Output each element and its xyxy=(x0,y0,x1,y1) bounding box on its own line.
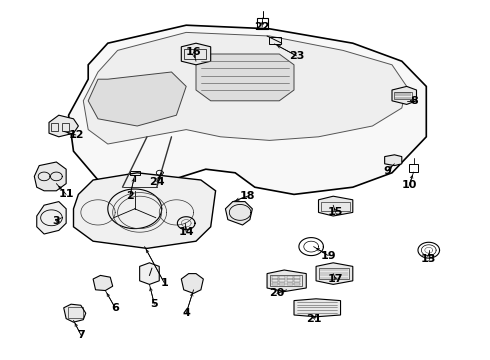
Bar xyxy=(51,123,58,131)
Bar xyxy=(319,268,349,279)
Bar xyxy=(394,92,412,99)
Polygon shape xyxy=(37,202,66,234)
Text: 10: 10 xyxy=(401,180,417,190)
Bar xyxy=(184,49,206,59)
Text: 16: 16 xyxy=(186,47,201,57)
Polygon shape xyxy=(69,25,426,194)
Bar xyxy=(68,307,83,318)
Text: 17: 17 xyxy=(328,274,343,284)
Text: 22: 22 xyxy=(254,22,270,32)
Bar xyxy=(294,276,300,279)
Bar xyxy=(279,283,285,285)
Bar xyxy=(269,37,281,44)
Bar xyxy=(294,283,300,285)
Text: 19: 19 xyxy=(320,251,336,261)
Polygon shape xyxy=(88,72,186,126)
Bar xyxy=(287,276,293,279)
Polygon shape xyxy=(196,54,294,101)
Text: 7: 7 xyxy=(77,330,85,340)
Bar xyxy=(272,279,278,282)
Polygon shape xyxy=(294,299,341,317)
Polygon shape xyxy=(181,274,203,293)
Text: 15: 15 xyxy=(328,207,343,217)
Text: 23: 23 xyxy=(289,51,304,61)
Text: 14: 14 xyxy=(178,227,194,237)
Text: 6: 6 xyxy=(111,303,119,313)
Bar xyxy=(409,164,418,172)
Bar xyxy=(270,275,302,286)
Polygon shape xyxy=(49,115,78,137)
Text: 12: 12 xyxy=(68,130,84,140)
Bar xyxy=(294,279,300,282)
Bar xyxy=(62,123,69,131)
Polygon shape xyxy=(267,270,306,292)
Text: 24: 24 xyxy=(149,177,165,187)
Bar xyxy=(272,276,278,279)
Polygon shape xyxy=(181,43,211,65)
Polygon shape xyxy=(318,196,353,216)
Text: 11: 11 xyxy=(58,189,74,199)
Polygon shape xyxy=(93,275,113,291)
Polygon shape xyxy=(225,202,252,225)
Bar xyxy=(287,283,293,285)
Polygon shape xyxy=(64,304,86,322)
Text: 1: 1 xyxy=(160,278,168,288)
Text: 8: 8 xyxy=(410,96,418,106)
Text: 9: 9 xyxy=(383,166,391,176)
Text: 13: 13 xyxy=(421,254,437,264)
Polygon shape xyxy=(83,32,407,144)
Text: 2: 2 xyxy=(126,191,134,201)
Polygon shape xyxy=(392,86,416,104)
Bar xyxy=(287,279,293,282)
Bar xyxy=(321,202,350,211)
Bar xyxy=(272,283,278,285)
Polygon shape xyxy=(140,263,159,284)
Text: 5: 5 xyxy=(150,299,158,309)
Polygon shape xyxy=(34,162,66,191)
Bar xyxy=(130,171,140,175)
Text: 3: 3 xyxy=(52,216,60,226)
Polygon shape xyxy=(316,263,353,284)
Text: 18: 18 xyxy=(240,191,255,201)
Text: 20: 20 xyxy=(269,288,285,298)
Bar xyxy=(257,18,268,29)
Polygon shape xyxy=(74,173,216,248)
Polygon shape xyxy=(385,155,402,166)
Text: 4: 4 xyxy=(182,308,190,318)
Text: 21: 21 xyxy=(306,314,321,324)
Bar xyxy=(279,279,285,282)
Bar xyxy=(279,276,285,279)
